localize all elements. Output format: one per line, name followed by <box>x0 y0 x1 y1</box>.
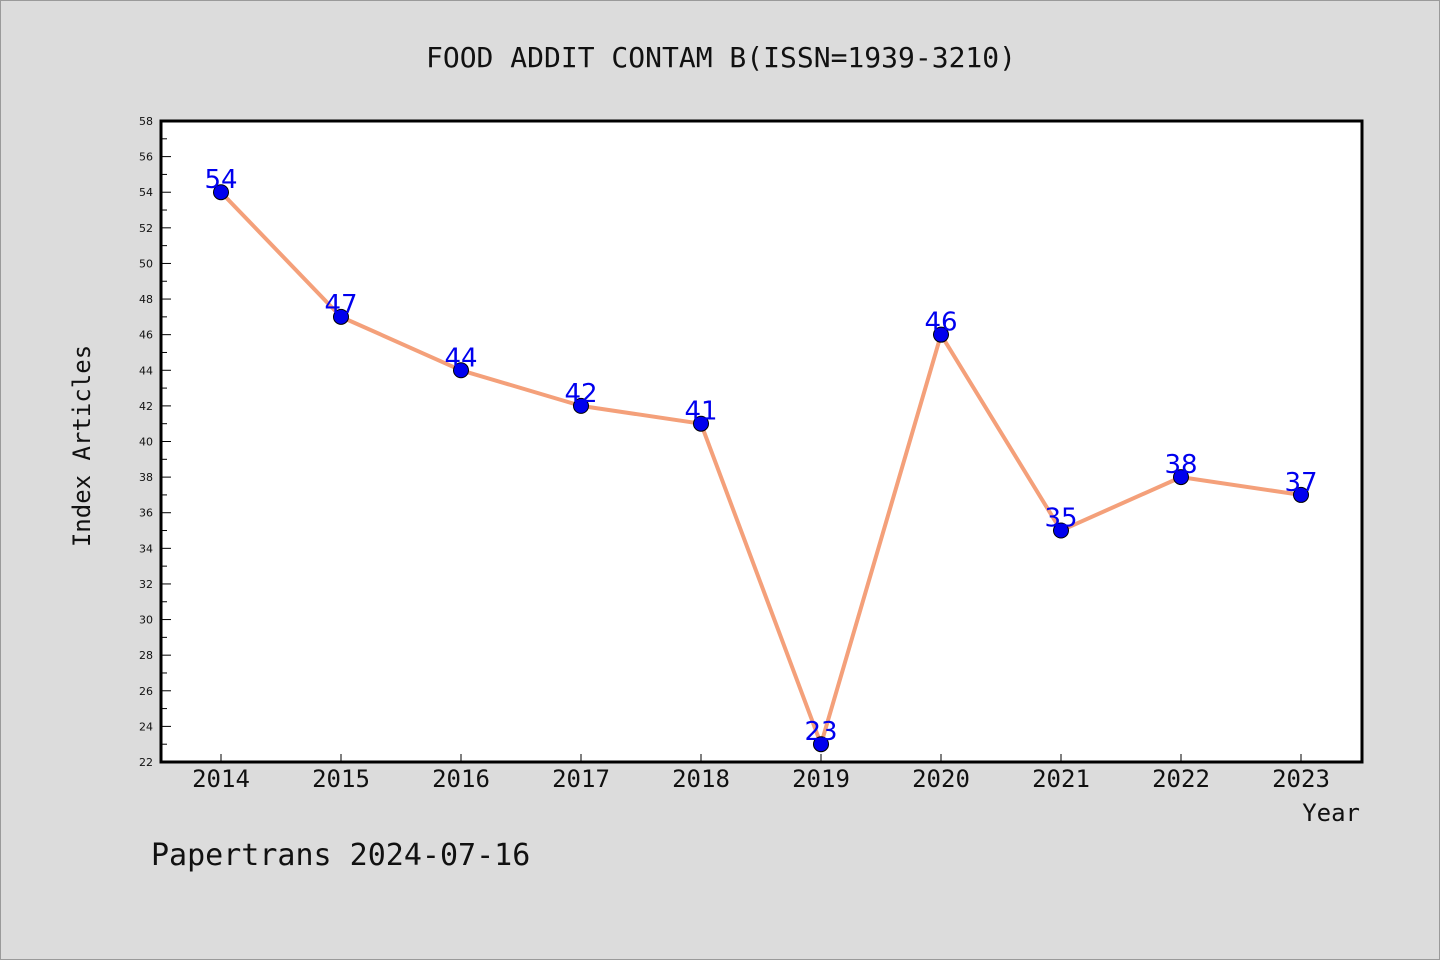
plot-area <box>159 119 1364 764</box>
data-label: 37 <box>1284 468 1317 498</box>
x-tick-label: 2019 <box>792 765 850 793</box>
y-tick-label: 38 <box>139 471 153 484</box>
y-axis-label: Index Articles <box>68 345 96 547</box>
y-tick-label: 48 <box>139 293 153 306</box>
data-label: 54 <box>204 165 237 195</box>
data-point-marker <box>333 308 349 325</box>
data-label-group: 54 47 44 42 41 23 46 35 38 37 <box>204 165 1317 747</box>
y-tick-label: 54 <box>139 186 153 199</box>
data-point-marker <box>1053 522 1069 539</box>
y-tick-label: 42 <box>139 400 153 413</box>
y-tick-label: 36 <box>139 507 153 520</box>
x-tick-label: 2014 <box>192 765 250 793</box>
y-tick-label: 44 <box>139 364 153 377</box>
y-axis: 22 24 26 28 30 32 34 36 38 40 42 44 46 48 50 52 54 56 58 <box>139 115 171 769</box>
data-point-marker <box>1173 469 1189 486</box>
data-point-marker <box>213 184 229 201</box>
data-label: 47 <box>324 290 357 320</box>
data-label: 44 <box>444 343 477 373</box>
x-tick-label: 2018 <box>672 765 730 793</box>
data-point-marker <box>573 397 589 414</box>
y-tick-label: 32 <box>139 578 153 591</box>
data-point-marker <box>693 415 709 432</box>
footer-source-date: Papertrans 2024-07-16 <box>151 838 530 873</box>
y-tick-label: 52 <box>139 222 153 235</box>
x-tick-label: 2015 <box>312 765 370 793</box>
y-tick-label: 58 <box>139 115 153 128</box>
data-point-marker <box>453 362 469 379</box>
x-axis: 2014 2015 2016 2017 2018 2019 2020 2021 2022 2023 <box>192 754 1330 793</box>
y-tick-label: 34 <box>139 542 153 555</box>
data-label: 41 <box>684 397 717 427</box>
y-tick-label: 22 <box>139 756 153 769</box>
x-tick-label: 2017 <box>552 765 610 793</box>
chart-title: FOOD ADDIT CONTAM B(ISSN=1939-3210) <box>426 41 1016 74</box>
y-tick-label: 24 <box>139 720 153 733</box>
y-tick-label: 46 <box>139 329 153 342</box>
y-tick-label: 26 <box>139 685 153 698</box>
data-point-marker <box>933 326 949 343</box>
x-tick-label: 2016 <box>432 765 490 793</box>
x-tick-label: 2021 <box>1032 765 1090 793</box>
y-tick-label: 30 <box>139 614 153 627</box>
data-label: 46 <box>924 308 957 338</box>
x-tick-label: 2020 <box>912 765 970 793</box>
x-tick-label: 2022 <box>1152 765 1210 793</box>
data-label: 35 <box>1044 504 1077 534</box>
series-line-group <box>219 190 1303 747</box>
data-label: 23 <box>804 717 837 747</box>
x-axis-label: Year <box>1302 799 1360 827</box>
data-label: 38 <box>1164 450 1197 480</box>
y-tick-label: 56 <box>139 151 153 164</box>
series-line <box>219 190 1303 747</box>
y-tick-label: 28 <box>139 649 153 662</box>
y-tick-label: 40 <box>139 436 153 449</box>
x-tick-label: 2023 <box>1272 765 1330 793</box>
data-label: 42 <box>564 379 597 409</box>
y-tick-label: 50 <box>139 257 153 270</box>
marker-group <box>213 184 1309 753</box>
data-point-marker <box>1293 486 1309 503</box>
data-point-marker <box>813 736 829 753</box>
